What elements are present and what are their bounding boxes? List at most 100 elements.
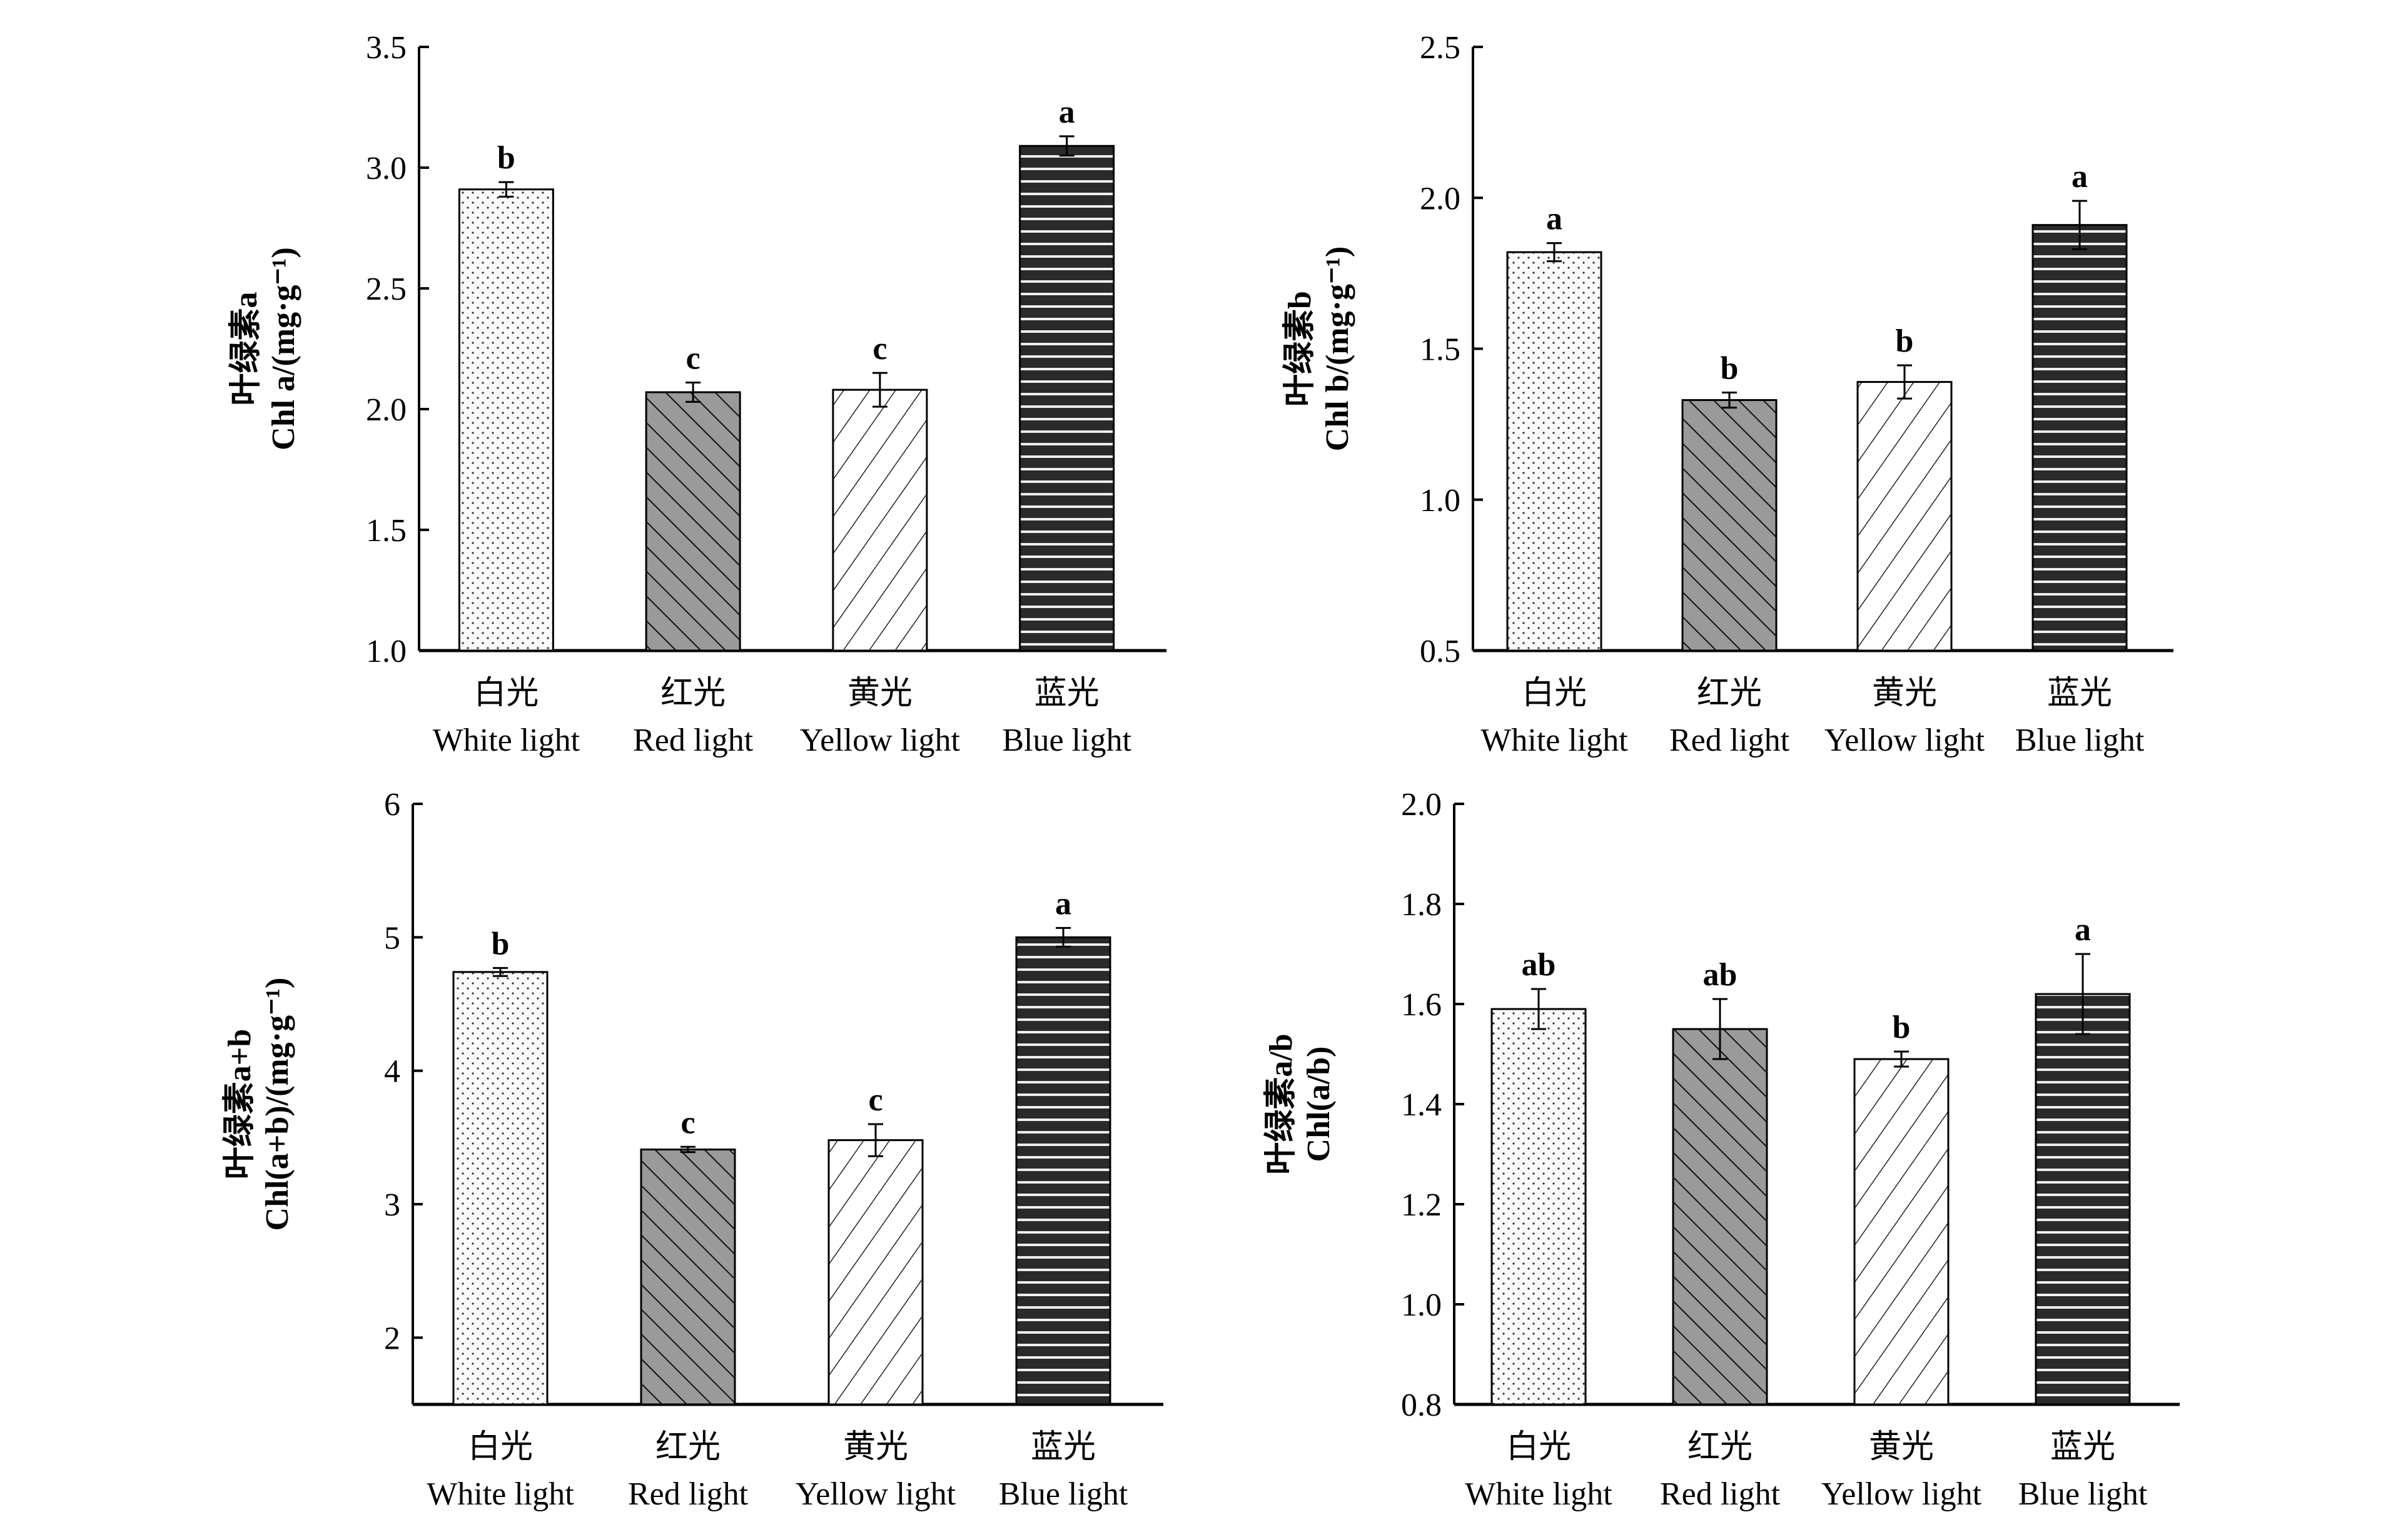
y-tick-label: 4: [384, 1054, 400, 1090]
bar-white-light: [1490, 1008, 1587, 1406]
y-tick-label: 1.6: [1401, 987, 1442, 1023]
y-tick-label: 1.5: [366, 513, 407, 549]
x-tick-label: Yellow light: [800, 723, 961, 758]
y-tick-label: 1.4: [1401, 1087, 1442, 1123]
bar-blue-light: [1015, 936, 1111, 1406]
significance-label: a: [2075, 912, 2091, 948]
x-tick-label-cn: 黄光: [1869, 1429, 1934, 1465]
y-tick-label: 2.0: [366, 392, 407, 428]
x-tick-label-cn: 蓝光: [2050, 1429, 2115, 1465]
x-tick-label: White light: [433, 723, 580, 758]
x-tick-label-cn: 黄光: [1872, 676, 1937, 711]
x-tick-label: White light: [1480, 723, 1628, 758]
x-tick-label-cn: 蓝光: [2047, 676, 2112, 711]
x-tick-label: Yellow light: [796, 1476, 956, 1512]
significance-label: b: [1896, 323, 1914, 359]
y-tick-label: 1.0: [1401, 1287, 1442, 1323]
x-tick-label: Blue light: [2015, 723, 2145, 758]
y-tick-label: 3: [384, 1187, 400, 1223]
x-tick-label-cn: 蓝光: [1035, 676, 1100, 711]
x-tick-label: White light: [427, 1476, 574, 1512]
significance-label: a: [1546, 201, 1562, 237]
bar-blue-light: [2031, 224, 2128, 652]
y-tick-label: 2.0: [1401, 787, 1442, 823]
bar-blue-light: [1019, 145, 1115, 652]
y-tick-label: 2.5: [366, 271, 407, 307]
significance-label: a: [1055, 886, 1071, 921]
x-tick-label-cn: 白光: [468, 1429, 533, 1465]
y-tick-label: 0.8: [1401, 1388, 1442, 1423]
y-tick-label: 6: [384, 787, 400, 823]
significance-label: b: [1721, 350, 1739, 386]
y-tick-label: 1.5: [1420, 332, 1460, 368]
x-tick-label: Blue light: [2018, 1476, 2148, 1512]
y-tick-label: 5: [384, 920, 400, 956]
significance-label: ab: [1522, 947, 1556, 983]
bar-white-light: [1506, 251, 1602, 652]
significance-label: a: [1059, 94, 1075, 130]
significance-label: b: [492, 926, 510, 961]
x-tick-label-cn: 黄光: [843, 1429, 908, 1465]
y-tick-label: 1.0: [366, 634, 407, 669]
x-tick-label: White light: [1465, 1476, 1612, 1512]
x-tick-label-cn: 蓝光: [1031, 1429, 1096, 1465]
significance-label: b: [1893, 1010, 1911, 1045]
chart-panel-3: 2 3 4 5 6 叶绿素a+b Chl(a+b)/(mg·g⁻¹) b 白光 White lig…: [221, 787, 1163, 1512]
bar-yellow-light: [1853, 1058, 1950, 1406]
chart-panel-1: 1.0 1.5 2.0 2.5 3.0 3.5 叶绿素a Chl a/(mg·g⁻¹) b 白光 W…: [228, 30, 1166, 758]
bar-yellow-light: [827, 1139, 924, 1406]
y-tick-label: 3.0: [366, 151, 407, 186]
bar-blue-light: [2035, 993, 2131, 1406]
bar-white-light: [458, 188, 554, 652]
x-tick-label-cn: 白光: [1522, 676, 1587, 711]
bar-red-light: [640, 1149, 736, 1406]
significance-label: c: [873, 331, 887, 367]
y-tick-label: 1.0: [1420, 483, 1460, 519]
y-tick-label: 1.2: [1401, 1187, 1442, 1223]
x-tick-label: Blue light: [999, 1476, 1128, 1512]
y-axis-title: Chl a/(mg·g⁻¹): [266, 247, 301, 450]
significance-label: c: [686, 341, 701, 377]
significance-label: a: [2072, 159, 2088, 195]
x-tick-label: Blue light: [1002, 723, 1131, 758]
significance-label: c: [868, 1082, 883, 1118]
y-tick-label: 2.0: [1420, 181, 1460, 216]
bar-yellow-light: [832, 388, 928, 652]
significance-label: b: [497, 140, 515, 176]
x-tick-label: Red light: [633, 723, 754, 758]
x-tick-label: Yellow light: [1824, 723, 1985, 758]
y-tick-label: 2: [384, 1321, 400, 1356]
y-axis-title: Chl(a/b): [1301, 1047, 1337, 1162]
x-tick-label-cn: 白光: [1506, 1429, 1571, 1465]
y-axis-title-cn: 叶绿素a/b: [1263, 1033, 1299, 1174]
y-tick-label: 0.5: [1420, 634, 1460, 669]
x-tick-label-cn: 红光: [660, 676, 726, 711]
y-tick-label: 3.5: [366, 30, 407, 66]
bar-white-light: [452, 971, 549, 1406]
x-tick-label: Red light: [628, 1476, 749, 1512]
significance-label: ab: [1703, 957, 1738, 993]
x-tick-label-cn: 红光: [655, 1429, 721, 1465]
x-tick-label-cn: 红光: [1697, 676, 1762, 711]
y-axis-title: Chl(a+b)/(mg·g⁻¹): [260, 978, 295, 1231]
x-tick-label-cn: 红光: [1687, 1429, 1753, 1465]
x-tick-label: Red light: [1660, 1476, 1781, 1512]
bar-red-light: [1681, 399, 1778, 652]
y-tick-label: 2.5: [1420, 30, 1460, 66]
x-tick-label-cn: 黄光: [847, 676, 913, 711]
y-tick-label: 1.8: [1401, 887, 1442, 923]
x-tick-label: Yellow light: [1821, 1476, 1982, 1512]
bar-red-light: [645, 391, 741, 652]
x-tick-label-cn: 白光: [473, 676, 539, 711]
significance-label: c: [680, 1105, 695, 1140]
y-axis-title-cn: 叶绿素a+b: [221, 1029, 258, 1180]
bar-red-light: [1672, 1028, 1768, 1406]
x-tick-label: Red light: [1669, 723, 1790, 758]
chart-panel-2: 0.5 1.0 1.5 2.0 2.5 叶绿素b Chl b/(mg·g⁻¹) a 白光 Whit…: [1282, 30, 2173, 758]
y-axis-title-cn: 叶绿素a: [228, 292, 264, 405]
bar-yellow-light: [1856, 381, 1953, 652]
y-axis-title: Chl b/(mg·g⁻¹): [1320, 246, 1355, 452]
y-axis-title-cn: 叶绿素b: [1282, 291, 1318, 407]
